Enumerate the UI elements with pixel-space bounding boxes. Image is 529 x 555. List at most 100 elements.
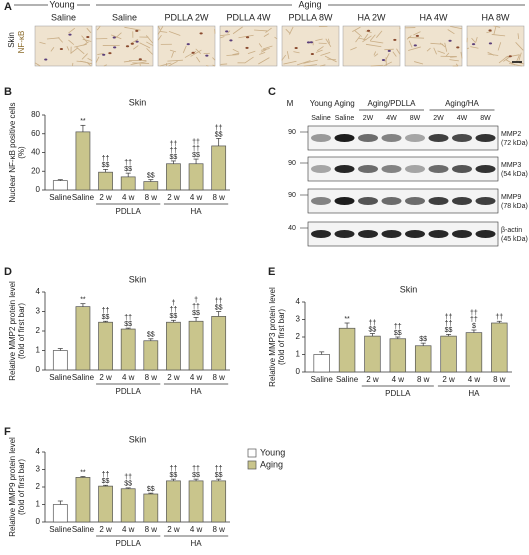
bar [99,322,113,370]
significance: $$ [192,310,200,317]
nucleus [102,54,105,56]
significance: $$ [147,173,155,180]
nucleus [310,41,313,43]
significance: ** [80,118,86,125]
nucleus [136,41,139,43]
significance: $$ [215,472,223,479]
lane-label: 4W [457,115,468,122]
nucleus [414,44,417,46]
x-tick-label: 8 w [212,193,225,202]
y-tick-label: 1 [36,500,41,509]
nucleus [229,39,232,41]
blot-band [429,134,449,142]
x-tick-label: 2 w [442,375,455,384]
micrograph [35,26,92,66]
y-tick-label: 0 [36,517,41,526]
nucleus [307,41,310,43]
bar [189,481,203,522]
x-tick-label: 8 w [212,525,225,534]
marker-size: 90 [288,129,296,136]
nucleus [205,55,208,57]
blot-band [335,197,355,205]
group-label: Aging/HA [445,99,479,108]
stain-label: NF-κB [17,31,26,54]
significance: †† [495,314,503,321]
panel-label: E [268,266,275,278]
column-label: HA 4W [419,12,448,22]
blot-band [429,197,449,205]
bar [365,336,381,372]
x-tick-label: 8 w [493,375,506,384]
x-tick-label: 2 w [99,373,112,382]
bar [314,355,330,373]
x-tick-label: 4 w [190,373,203,382]
blot-band [358,230,378,238]
nucleus [472,43,475,45]
y-tick-label: 80 [31,110,40,119]
panel-label: F [4,426,11,438]
significance: $$ [394,330,402,337]
micrograph [467,26,524,66]
bar [415,346,431,372]
bar [339,328,355,372]
nucleus [113,37,116,39]
x-tick-label: 8 w [145,525,158,534]
blot-band [476,134,496,142]
significance: $$ [147,486,155,493]
blot-band [382,197,402,205]
nucleus [225,30,228,32]
chart-title: Skin [129,274,147,284]
group-header: Aging [298,0,321,9]
micrograph [343,26,400,66]
nucleus [488,29,491,31]
y-tick-label: 1 [36,346,41,355]
x-tick-label: 4 w [122,525,135,534]
x-tick-label: Saline [72,193,95,202]
y-tick-label: 3 [36,307,41,316]
bar [166,322,180,370]
blot-band [358,165,378,173]
bar [166,164,180,190]
y-tick-label: 4 [296,297,301,306]
band-name: MMP2 [501,131,521,138]
y-tick-label: 0 [36,185,41,194]
nucleus [245,47,248,49]
nucleus [200,32,203,34]
bar [166,481,180,522]
y-axis-label: Relative MMP2 protein level [8,281,17,381]
group-label: PDLLA [116,387,142,396]
y-tick-label: 1 [296,350,301,359]
y-tick-label: 2 [36,326,41,335]
bar [53,181,67,190]
nucleus [489,42,492,44]
x-tick-label: Saline [311,375,334,384]
y-axis-label: Nuclear NF-κB positive cells [8,102,17,202]
x-tick-label: 8 w [417,375,430,384]
x-tick-label: 2 w [366,375,379,384]
bar [76,477,90,522]
significance: $$ [147,332,155,339]
bar [76,132,90,190]
blot-band [335,165,355,173]
y-axis-label: Relative MMP3 protein level [268,287,277,387]
bar [189,164,203,190]
significance: $ [472,323,476,330]
x-tick-label: 8 w [145,373,158,382]
y-tick-label: 40 [31,148,40,157]
band-name: β-actin [501,227,522,234]
y-axis-label: (fold of first bar) [17,303,26,359]
y-tick-label: 2 [296,332,301,341]
y-axis-label: (fold of first bar) [277,309,286,365]
significance: $$ [192,472,200,479]
column-label: HA 8W [481,12,510,22]
marker-size: 40 [288,225,296,232]
blot-band [311,197,331,205]
chart-title: Skin [129,434,147,444]
x-tick-label: 4 w [392,375,405,384]
nucleus [187,43,190,45]
blot-band [311,134,331,142]
nucleus [246,36,249,38]
significance: $$ [215,131,223,138]
y-tick-label: 4 [36,447,41,456]
